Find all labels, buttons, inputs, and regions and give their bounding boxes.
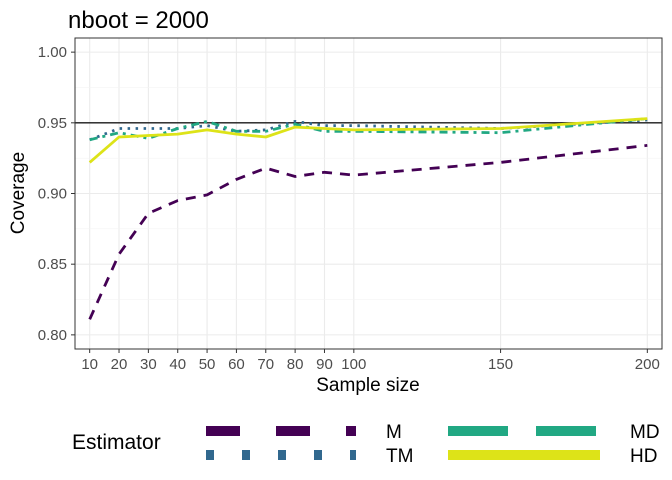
legend-title: Estimator [72,431,161,454]
x-tick-label: 70 [257,356,274,373]
legend-label-md: MD [630,422,660,443]
legend-label-m: M [386,422,402,443]
series-layer [88,117,648,320]
axis-ticks: 10 20 30 40 50 60 70 80 90 100 150 200 0.80 0.85 0.90 0… [38,44,660,373]
series-line-md [89,117,648,142]
x-tick-label: 200 [635,356,660,373]
x-tick-label: 30 [140,356,157,373]
legend-label-hd: HD [630,446,657,467]
series-line-hd [88,117,648,164]
x-tick-label: 80 [287,356,304,373]
x-tick-label: 10 [81,356,98,373]
y-tick-label: 0.85 [38,256,67,273]
y-tick-label: 1.00 [38,44,67,61]
y-tick-label: 0.95 [38,115,67,132]
x-tick-label: 20 [111,356,128,373]
legend: M TM MD HD [206,422,660,467]
x-axis-title: Sample size [316,375,420,396]
x-tick-label: 40 [169,356,186,373]
x-tick-label: 50 [199,356,216,373]
y-tick-label: 0.80 [38,327,67,344]
x-tick-label: 90 [316,356,333,373]
legend-label-tm: TM [386,446,413,467]
x-tick-label: 150 [488,356,513,373]
y-tick-label: 0.90 [38,186,67,203]
x-tick-label: 60 [228,356,245,373]
x-tick-label: 100 [341,356,366,373]
y-axis-title: Coverage [8,152,29,234]
series-line-m [88,144,648,320]
chart-title: nboot = 2000 [68,7,209,34]
